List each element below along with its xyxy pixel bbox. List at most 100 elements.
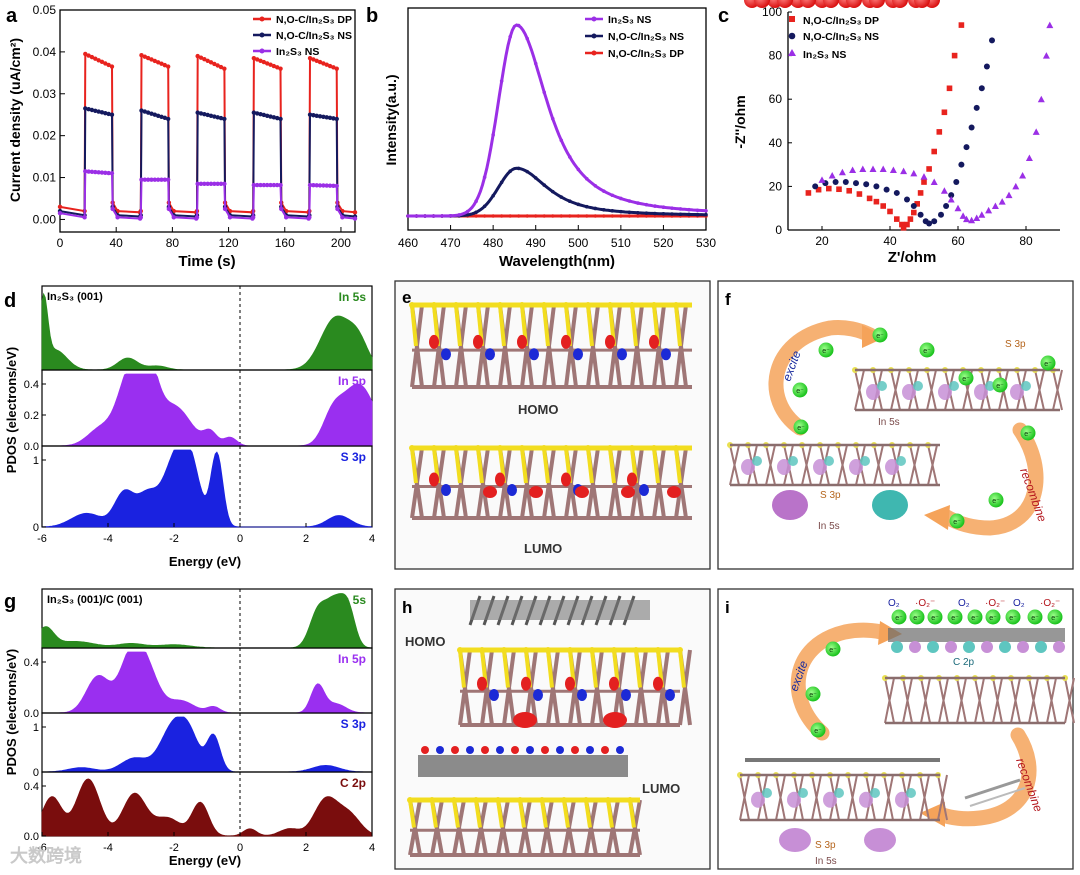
orbital-lobe bbox=[895, 791, 909, 808]
o2minus-label: ·O₂⁻ bbox=[1040, 598, 1060, 609]
data-point bbox=[585, 204, 589, 209]
data-point bbox=[261, 112, 267, 118]
y-tick-label: 100 bbox=[762, 5, 782, 19]
electron-marker bbox=[1040, 355, 1056, 371]
x-tick-label: -2 bbox=[169, 842, 179, 854]
electron-label: e⁻ bbox=[996, 383, 1004, 390]
data-point bbox=[205, 58, 210, 63]
data-point bbox=[165, 116, 171, 122]
data-point bbox=[327, 183, 333, 188]
data-point bbox=[331, 183, 336, 189]
orbital-lobe bbox=[813, 459, 827, 475]
data-point bbox=[465, 209, 470, 214]
data-point bbox=[115, 215, 120, 220]
orbital-lobe bbox=[517, 334, 527, 349]
data-point bbox=[585, 214, 589, 218]
data-point bbox=[491, 193, 495, 198]
orbital-lobe bbox=[870, 788, 880, 798]
data-point bbox=[491, 133, 495, 137]
bond bbox=[873, 444, 884, 486]
data-point bbox=[109, 64, 115, 69]
data-point bbox=[218, 64, 224, 70]
orbital-lobe bbox=[787, 791, 801, 808]
orbital-lobe bbox=[561, 334, 571, 349]
legend-label-in2s3: In₂S₃ NS bbox=[803, 49, 846, 61]
graphene-sheet bbox=[418, 755, 628, 777]
lumo-label: LUMO bbox=[642, 781, 680, 796]
data-point bbox=[139, 108, 144, 113]
panel-frame bbox=[394, 588, 711, 870]
bond bbox=[410, 304, 418, 347]
orbital-lobe bbox=[938, 384, 952, 400]
pdos-area bbox=[41, 292, 373, 371]
atom bbox=[519, 302, 525, 308]
data-point bbox=[954, 204, 962, 212]
x-tick-label: 120 bbox=[219, 236, 239, 250]
atom bbox=[629, 302, 635, 308]
data-point bbox=[533, 176, 538, 180]
data-point bbox=[275, 115, 280, 121]
orbital-lobe bbox=[860, 456, 870, 466]
orbital-lobe bbox=[913, 381, 923, 391]
bond bbox=[476, 447, 490, 519]
atom bbox=[519, 445, 525, 451]
data-point bbox=[99, 59, 105, 65]
hole-label: h⁺ bbox=[850, 0, 858, 2]
bond bbox=[410, 447, 418, 484]
electron-label: e⁻ bbox=[962, 376, 970, 383]
bond bbox=[1034, 369, 1045, 411]
bond bbox=[408, 799, 416, 828]
data-point bbox=[155, 177, 161, 182]
data-point bbox=[1025, 154, 1033, 162]
orbital-lobe bbox=[945, 641, 957, 653]
data-point bbox=[222, 181, 227, 187]
data-point bbox=[414, 214, 419, 218]
data-point bbox=[212, 114, 217, 119]
hole-label: h⁺ bbox=[748, 0, 756, 2]
legend-label-dp: N,O-C/In₂S₃ DP bbox=[276, 14, 352, 26]
data-point bbox=[138, 215, 143, 220]
orbital-lobe bbox=[601, 746, 609, 754]
electron-label: e⁻ bbox=[1009, 615, 1017, 622]
data-point bbox=[218, 181, 224, 187]
bond bbox=[502, 649, 510, 688]
data-point bbox=[83, 106, 88, 111]
bond bbox=[432, 304, 446, 388]
orbital-lobe bbox=[489, 689, 499, 701]
data-point bbox=[261, 182, 267, 188]
orbital-lobe bbox=[436, 746, 444, 754]
atom bbox=[497, 302, 503, 308]
orbital-lobe bbox=[507, 484, 517, 496]
electron-label: e⁻ bbox=[1024, 431, 1032, 438]
data-point bbox=[166, 206, 172, 212]
panel-letter-h: h bbox=[402, 598, 412, 617]
data-point bbox=[910, 169, 918, 177]
bond bbox=[542, 447, 556, 519]
x-tick-label: 460 bbox=[398, 236, 418, 250]
atom bbox=[501, 647, 507, 653]
bond bbox=[847, 774, 858, 821]
data-point bbox=[271, 115, 277, 120]
bond bbox=[476, 304, 490, 388]
electron-markers: e⁻ e⁻ e⁻ bbox=[805, 641, 841, 738]
bond bbox=[498, 304, 512, 388]
data-point bbox=[162, 62, 168, 68]
chart-series-group bbox=[57, 51, 358, 221]
legend-marker bbox=[591, 16, 597, 22]
orbital-lobe bbox=[605, 334, 615, 349]
data-point bbox=[963, 215, 970, 223]
data-point bbox=[275, 65, 280, 70]
atom bbox=[451, 797, 457, 803]
data-point bbox=[873, 183, 880, 190]
legend-marker bbox=[259, 48, 265, 54]
data-point bbox=[317, 114, 323, 119]
atom bbox=[583, 797, 589, 803]
data-point bbox=[482, 175, 487, 180]
orbital-label: In 5p bbox=[338, 374, 366, 388]
legend: In₂S₃ NS N,O-C/In₂S₃ NS N,O-C/In₂S₃ DP bbox=[585, 14, 684, 60]
bond bbox=[775, 774, 786, 821]
panel-a: a 0 40 80 120 160 200 0.00 0.01 0.02 0.03 0.04 0.05… bbox=[6, 3, 358, 270]
hole-label: h⁺ bbox=[873, 0, 881, 2]
data-point bbox=[215, 63, 220, 68]
data-point bbox=[508, 214, 512, 218]
